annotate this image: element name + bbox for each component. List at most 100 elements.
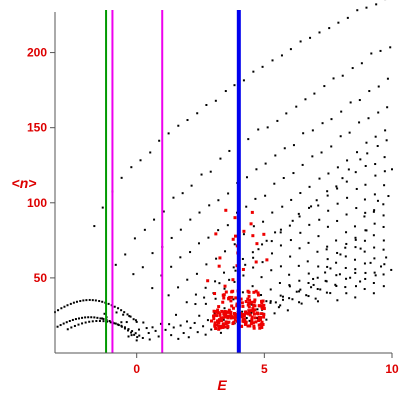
spectrum-point bbox=[269, 300, 272, 303]
spectrum-point bbox=[74, 318, 77, 321]
spectrum-point bbox=[136, 336, 139, 339]
spectrum-point bbox=[256, 317, 259, 319]
highlight-point bbox=[212, 309, 216, 313]
spectrum-point bbox=[124, 253, 127, 256]
spectrum-point bbox=[374, 174, 377, 177]
highlight-point bbox=[217, 326, 221, 330]
highlight-point bbox=[241, 304, 245, 308]
spectrum-point bbox=[295, 290, 298, 293]
spectrum-point bbox=[344, 255, 347, 258]
spectrum-point bbox=[271, 252, 274, 255]
highlight-point bbox=[246, 303, 250, 307]
spectrum-point bbox=[159, 322, 162, 325]
spectrum-point bbox=[226, 224, 229, 227]
spectrum-point bbox=[363, 215, 366, 218]
spectrum-point bbox=[297, 264, 300, 267]
spectrum-point bbox=[70, 326, 73, 329]
spectrum-point bbox=[391, 168, 393, 171]
spectrum-point bbox=[85, 299, 88, 302]
spectrum-point bbox=[265, 300, 268, 303]
spectrum-point bbox=[228, 149, 231, 152]
spectrum-point bbox=[269, 288, 272, 291]
spectrum-point bbox=[307, 282, 310, 284]
spectrum-point bbox=[269, 301, 272, 304]
y-tick-label: 150 bbox=[27, 121, 47, 135]
spectrum-point bbox=[327, 209, 330, 212]
spectrum-point bbox=[205, 104, 208, 106]
spectrum-point bbox=[280, 54, 283, 57]
spectrum-point bbox=[325, 248, 328, 251]
spectrum-point bbox=[241, 291, 244, 294]
highlight-point bbox=[218, 312, 222, 316]
spectrum-point bbox=[254, 197, 257, 200]
highlight-point bbox=[257, 304, 261, 308]
spectrum-point bbox=[292, 144, 295, 147]
spectrum-point bbox=[326, 258, 329, 261]
spectrum-point bbox=[135, 339, 138, 342]
highlight-point bbox=[256, 293, 260, 297]
spectrum-point bbox=[364, 183, 367, 186]
spectrum-point bbox=[214, 297, 217, 300]
spectrum-point bbox=[370, 52, 373, 55]
spectrum-point bbox=[279, 228, 282, 231]
spectrum-point bbox=[250, 311, 253, 314]
spectrum-point bbox=[179, 256, 182, 259]
highlight-point bbox=[250, 300, 254, 304]
highlight-point bbox=[239, 297, 243, 301]
spectrum-point bbox=[359, 247, 362, 250]
highlight-point bbox=[222, 296, 226, 300]
spectrum-point bbox=[202, 325, 205, 328]
highlight-point bbox=[233, 216, 237, 220]
spectrum-point bbox=[363, 198, 366, 201]
spectrum-point bbox=[151, 287, 154, 290]
spectrum-point bbox=[149, 151, 152, 154]
spectrum-point bbox=[373, 193, 376, 196]
spectrum-point bbox=[363, 239, 366, 242]
spectrum-point bbox=[128, 315, 131, 318]
spectrum-point bbox=[123, 327, 126, 330]
spectrum-point bbox=[345, 180, 348, 183]
spectrum-point bbox=[190, 184, 193, 187]
highlight-point bbox=[231, 237, 235, 241]
spectrum-point bbox=[170, 334, 173, 337]
y-tick-label: 100 bbox=[27, 196, 47, 210]
spectrum-point bbox=[56, 325, 59, 328]
spectrum-point bbox=[376, 145, 379, 148]
spectrum-point bbox=[206, 319, 209, 322]
spectrum-point bbox=[185, 320, 188, 323]
spectrum-point bbox=[349, 276, 352, 279]
spectrum-point bbox=[301, 163, 304, 166]
spectrum-point bbox=[252, 225, 255, 228]
spectrum-point bbox=[376, 199, 379, 202]
spectrum-point bbox=[98, 320, 101, 322]
spectrum-point bbox=[257, 128, 260, 131]
spectrum-point bbox=[384, 129, 387, 132]
spectrum-point bbox=[154, 329, 157, 332]
highlight-point bbox=[262, 307, 266, 311]
spectrum-point bbox=[335, 274, 338, 277]
highlight-point bbox=[257, 315, 261, 319]
spectrum-point bbox=[109, 321, 112, 324]
highlight-point bbox=[227, 308, 231, 312]
spectrum-point bbox=[292, 172, 295, 175]
spectrum-point bbox=[308, 223, 311, 226]
y-axis-label: <n> bbox=[12, 175, 37, 191]
spectrum-point bbox=[250, 303, 253, 306]
spectrum-point bbox=[324, 271, 327, 274]
spectrum-point bbox=[270, 269, 273, 272]
spectrum-point bbox=[382, 214, 385, 217]
spectrum-point bbox=[242, 274, 245, 277]
spectrum-point bbox=[167, 132, 170, 135]
highlight-point bbox=[252, 290, 256, 294]
highlight-point bbox=[257, 323, 261, 327]
spectrum-point bbox=[106, 320, 109, 323]
spectrum-point bbox=[295, 105, 298, 108]
spectrum-point bbox=[170, 236, 173, 239]
spectrum-point bbox=[177, 286, 180, 289]
highlight-point bbox=[234, 315, 238, 319]
spectrum-point bbox=[373, 257, 376, 260]
highlight-point bbox=[247, 294, 251, 298]
spectrum-point bbox=[123, 311, 126, 314]
highlight-point bbox=[252, 326, 256, 330]
spectrum-point bbox=[198, 314, 201, 317]
